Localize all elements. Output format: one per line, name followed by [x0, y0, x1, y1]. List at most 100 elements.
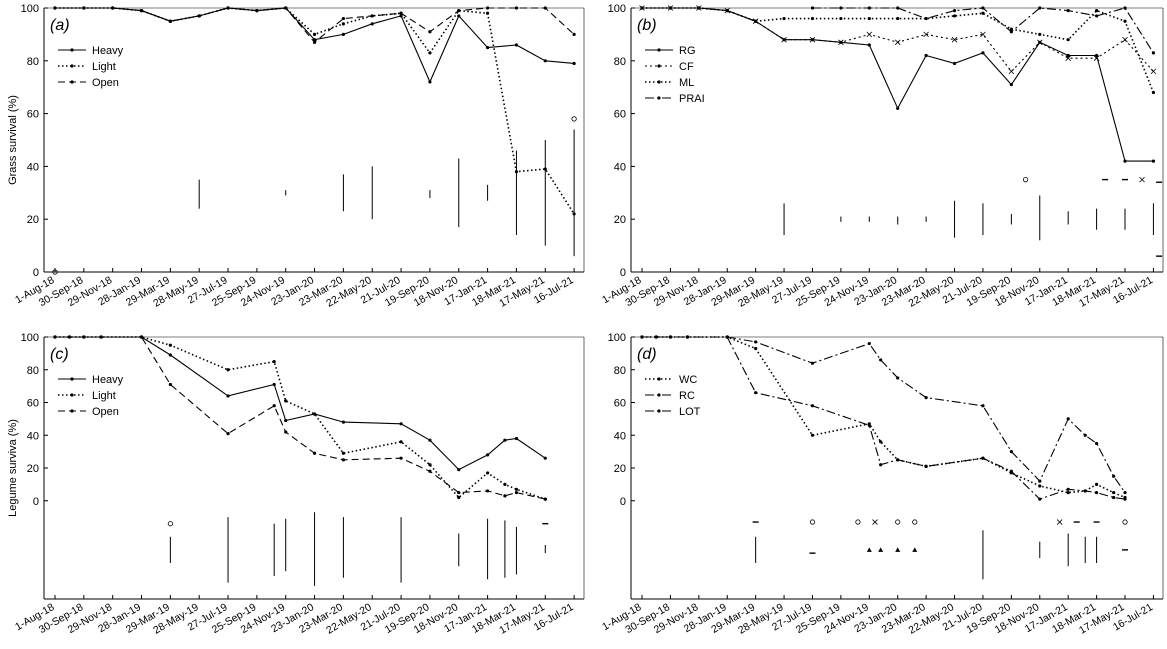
y-axis-title: Grass survival (%)	[7, 95, 19, 185]
data-point	[952, 14, 957, 18]
data-point	[255, 9, 259, 13]
legend-marker	[657, 48, 661, 52]
data-point	[485, 453, 490, 457]
y-tick-label: 40	[27, 161, 39, 173]
data-point	[981, 11, 985, 15]
significance-marker	[912, 519, 918, 525]
data-point	[1066, 9, 1070, 13]
data-point	[370, 14, 374, 18]
data-point	[428, 438, 432, 442]
data-point	[1009, 82, 1013, 87]
series-line-heavy	[55, 7, 575, 84]
legend-label-prai: PRAI	[679, 93, 705, 105]
panel-label: (a)	[50, 17, 70, 34]
legend-label-cf: CF	[679, 61, 694, 73]
data-point	[1094, 9, 1099, 13]
data-point	[503, 494, 507, 498]
y-tick-label: 80	[614, 56, 626, 68]
significance-marker	[1056, 519, 1063, 525]
data-point	[272, 404, 276, 408]
data-point	[1066, 53, 1070, 58]
panel-b: 0204060801001-Aug-1830-Sep-1829-Nov-1828…	[600, 3, 1164, 310]
legend-label-lot: LOT	[679, 406, 701, 418]
data-point	[1094, 14, 1099, 18]
data-point	[53, 6, 57, 10]
significance-marker	[167, 521, 173, 527]
data-point	[867, 16, 871, 21]
data-point	[894, 39, 901, 46]
data-point	[839, 6, 843, 10]
data-point	[1009, 30, 1013, 34]
data-point	[1066, 487, 1070, 491]
data-point	[924, 464, 928, 468]
data-point	[782, 16, 786, 21]
data-point	[725, 9, 729, 13]
y-tick-label: 100	[608, 3, 626, 15]
data-point	[67, 335, 72, 339]
significance-marker	[571, 116, 577, 122]
y-tick-label: 80	[614, 365, 626, 377]
panel-label: (c)	[50, 346, 69, 363]
data-point	[879, 358, 883, 362]
data-point	[668, 335, 673, 339]
y-tick-label: 60	[27, 109, 39, 121]
data-point	[399, 456, 403, 460]
y-tick-label: 60	[614, 398, 626, 410]
data-point	[1094, 482, 1099, 486]
y-tick-label: 100	[608, 332, 626, 344]
significance-marker	[1022, 177, 1029, 183]
data-point	[168, 19, 172, 23]
data-point	[725, 335, 729, 339]
data-point	[514, 436, 519, 441]
significance-marker	[895, 547, 901, 552]
data-point	[668, 6, 673, 10]
data-point	[1094, 441, 1099, 446]
data-point	[981, 51, 985, 55]
data-point	[754, 391, 758, 395]
panel-label: (b)	[637, 17, 657, 34]
data-point	[284, 418, 288, 423]
y-tick-label: 80	[27, 365, 39, 377]
data-point	[1009, 27, 1013, 31]
data-point	[1123, 490, 1127, 495]
data-point	[1008, 68, 1015, 75]
significance-marker	[1122, 519, 1128, 525]
data-point	[1150, 68, 1157, 75]
data-point	[879, 463, 883, 467]
legend-label-ml: ML	[679, 77, 694, 89]
data-point	[1065, 55, 1071, 61]
data-point	[168, 353, 172, 357]
data-point	[572, 32, 576, 37]
data-point	[341, 16, 345, 21]
significance-marker	[878, 547, 884, 552]
y-tick-label: 40	[614, 161, 626, 173]
data-point	[312, 412, 317, 416]
legend-marker	[70, 64, 74, 68]
data-point	[226, 368, 230, 372]
legend-label-wc: WC	[679, 374, 697, 386]
data-point	[312, 451, 317, 455]
data-point	[503, 482, 507, 486]
series-line-light	[55, 336, 546, 500]
data-point	[272, 382, 276, 387]
data-point	[1094, 53, 1099, 58]
data-point	[428, 469, 432, 473]
data-point	[272, 359, 276, 364]
panel-c: 0204060801001-Aug-1830-Sep-1829-Nov-1828…	[7, 332, 585, 637]
y-tick-label: 100	[21, 3, 39, 15]
data-point	[640, 6, 644, 10]
data-point	[896, 376, 900, 380]
significance-marker	[866, 547, 872, 552]
legend-label-heavy: Heavy	[92, 374, 124, 386]
data-point	[838, 39, 844, 46]
data-point	[980, 31, 986, 38]
legend-label-open: Open	[92, 406, 119, 418]
data-point	[1083, 433, 1087, 437]
data-point	[457, 490, 461, 495]
y-tick-label: 0	[33, 267, 39, 279]
data-point	[697, 6, 701, 10]
series-line-heavy	[55, 336, 546, 471]
legend-marker	[657, 409, 661, 413]
data-point	[1093, 55, 1100, 61]
